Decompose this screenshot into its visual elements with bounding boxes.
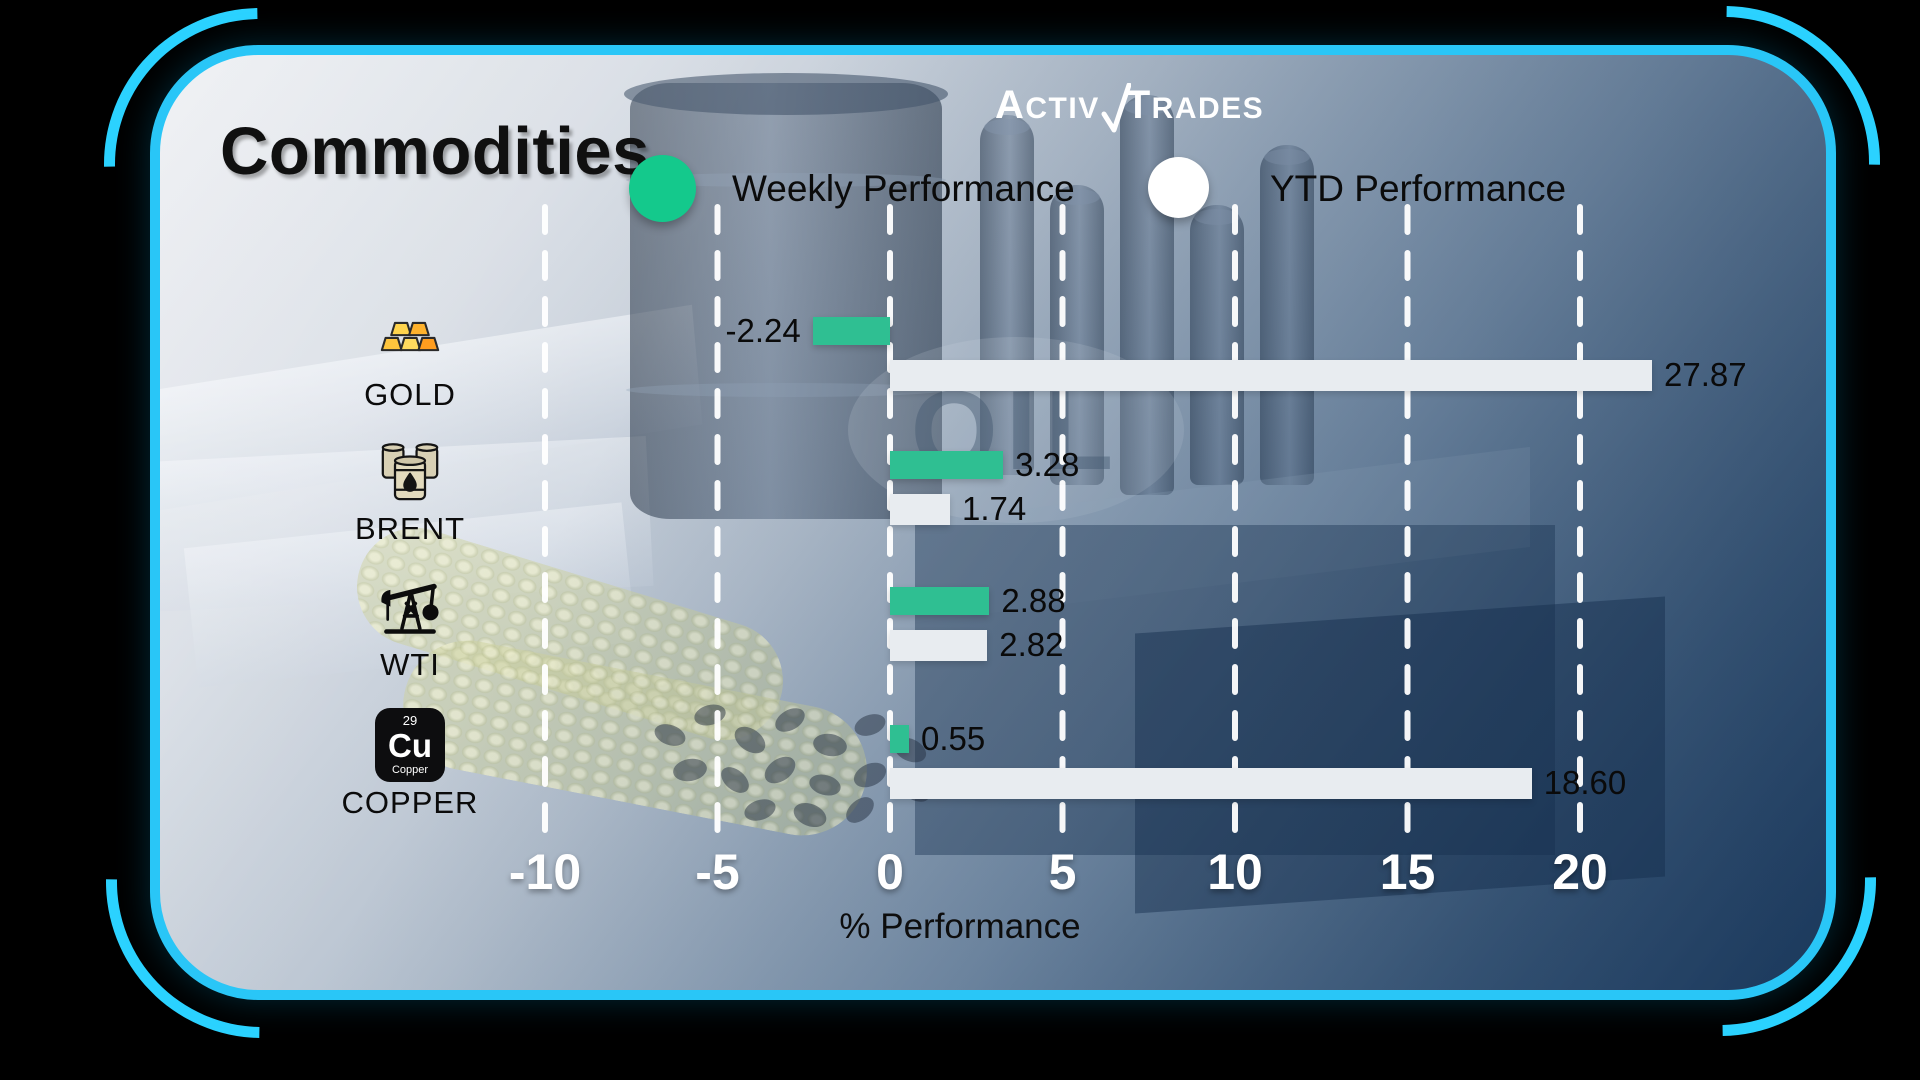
- category-label: COPPER: [341, 785, 479, 820]
- copper-element-icon: 29 Cu Copper: [335, 707, 485, 783]
- weekly-value-label: 2.88: [1001, 582, 1066, 619]
- ytd-value-label: 1.74: [962, 490, 1027, 527]
- x-tick-label: 20: [1552, 844, 1608, 900]
- logo-text-trades: Trades: [1125, 83, 1265, 127]
- commodity-row: 29 Cu Copper COPPER 0.55 18.60: [160, 55, 1826, 990]
- x-tick-label: 10: [1207, 844, 1263, 900]
- ytd-legend-label: YTD Performance: [1270, 168, 1567, 209]
- chart-content: Activ Trades Commodities Weekly Performa…: [160, 55, 1826, 990]
- gold-bars-icon: [335, 299, 485, 375]
- ytd-bar: [890, 630, 988, 661]
- weekly-bar: [890, 725, 909, 753]
- weekly-bar: [890, 587, 990, 615]
- weekly-legend-label: Weekly Performance: [732, 168, 1075, 209]
- weekly-value-label: 0.55: [920, 720, 986, 757]
- weekly-value-label: -2.24: [725, 312, 801, 349]
- ytd-bar: [890, 494, 951, 525]
- page-title: Commodities: [220, 114, 650, 189]
- x-tick-label: 0: [876, 844, 904, 900]
- x-axis-title: % Performance: [839, 907, 1081, 946]
- commodities-card: OIL: [150, 45, 1836, 1000]
- category-label: GOLD: [364, 377, 456, 412]
- weekly-legend-dot: [629, 155, 696, 222]
- commodity-row: WTI 2.88 2.82: [160, 55, 1826, 990]
- weekly-bar: [812, 317, 890, 345]
- oil-barrels-icon: [335, 433, 485, 509]
- ytd-bar: [890, 360, 1652, 391]
- logo-text-activ: Activ: [995, 83, 1100, 127]
- category-label: WTI: [380, 647, 440, 682]
- activtrades-logo: Activ Trades: [995, 83, 1264, 135]
- x-tick-label: 5: [1048, 844, 1077, 900]
- weekly-bar: [890, 451, 1004, 479]
- ytd-bar: [890, 768, 1532, 799]
- x-tick-label: 15: [1379, 844, 1436, 900]
- pumpjack-icon: [335, 569, 485, 645]
- weekly-value-label: 3.28: [1015, 446, 1080, 483]
- commodity-row: BRENT 3.28 1.74: [160, 55, 1826, 990]
- blue-tint-overlay: [160, 55, 1826, 990]
- ytd-legend-dot: [1148, 157, 1209, 218]
- ytd-value-label: 18.60: [1543, 764, 1627, 801]
- x-tick-label: -5: [695, 844, 740, 900]
- logo-check-icon: [1101, 83, 1131, 133]
- category-label: BRENT: [354, 511, 466, 546]
- commodity-row: GOLD -2.24 27.87: [160, 55, 1826, 990]
- ytd-value-label: 2.82: [999, 626, 1064, 663]
- ytd-value-label: 27.87: [1664, 356, 1747, 393]
- x-tick-label: -10: [508, 844, 582, 900]
